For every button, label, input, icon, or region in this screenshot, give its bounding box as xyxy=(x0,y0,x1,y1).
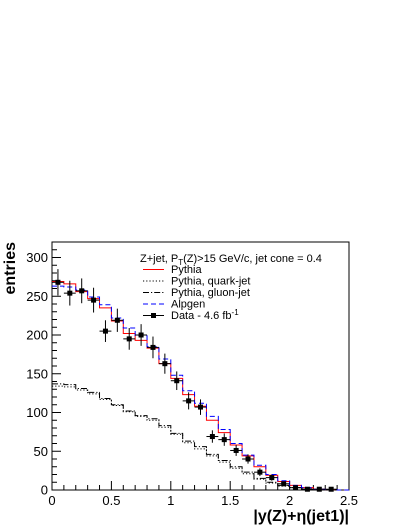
data-point xyxy=(194,399,207,415)
data-point xyxy=(147,336,159,359)
x-tick-label: 2 xyxy=(286,493,293,508)
y-tick-label: 300 xyxy=(26,250,48,265)
legend-label: Alpgen xyxy=(171,299,205,311)
data-point xyxy=(253,468,266,477)
legend-label: Pythia xyxy=(171,264,202,276)
x-axis-title: |y(Z)+η(jet1)| xyxy=(253,508,349,525)
data-point xyxy=(230,445,243,456)
data-point xyxy=(265,474,278,481)
y-axis-title: entries xyxy=(2,242,19,295)
legend-header: Z+jet, PT(Z)>15 GeV/c, jet cone = 0.4 xyxy=(140,253,322,267)
data-point xyxy=(111,308,124,332)
data-point xyxy=(182,392,195,410)
y-tick-labels: 0 50 100 150 200 250 300 xyxy=(26,250,48,498)
data-point xyxy=(123,328,136,350)
x-tick-label: 0.5 xyxy=(102,493,120,508)
data-points xyxy=(52,269,338,492)
legend-entry: Pythia, quark-jet xyxy=(143,276,250,288)
legend-entry: Alpgen xyxy=(143,299,205,311)
data-point xyxy=(135,324,148,346)
data-point xyxy=(242,454,254,464)
legend-entry: Pythia xyxy=(143,264,202,276)
y-tick-label: 0 xyxy=(41,483,48,498)
data-point xyxy=(170,371,183,391)
legend-entry: Pythia, gluon-jet xyxy=(143,287,250,299)
data-point xyxy=(158,353,171,374)
y-tick-label: 150 xyxy=(26,366,48,381)
data-point xyxy=(218,433,231,446)
data-point xyxy=(63,280,76,306)
legend: Z+jet, PT(Z)>15 GeV/c, jet cone = 0.4 Py… xyxy=(140,253,322,322)
data-point xyxy=(99,320,112,342)
legend-entry: Data - 4.6 fb-1 xyxy=(143,308,239,322)
x-tick-label: 0 xyxy=(48,493,55,508)
data-point xyxy=(87,287,100,313)
x-tick-labels: 0 0.5 1 1.5 2 2.5 xyxy=(48,493,358,508)
x-tick-label: 1.5 xyxy=(221,493,239,508)
data-point xyxy=(301,486,314,492)
legend-label: Pythia, gluon-jet xyxy=(171,287,250,299)
y-tick-label: 200 xyxy=(26,328,48,343)
data-point xyxy=(289,485,302,491)
data-point xyxy=(75,278,88,304)
data-point xyxy=(325,486,338,492)
y-tick-label: 100 xyxy=(26,405,48,420)
legend-label: Pythia, quark-jet xyxy=(171,276,250,288)
data-point xyxy=(313,486,326,492)
x-tick-label: 2.5 xyxy=(340,493,358,508)
y-tick-label: 250 xyxy=(26,289,48,304)
legend-label: Data - 4.6 fb-1 xyxy=(171,308,239,322)
data-point xyxy=(206,430,219,443)
y-tick-label: 50 xyxy=(34,444,48,459)
x-tick-label: 1 xyxy=(167,493,174,508)
data-point xyxy=(52,269,64,296)
data-point xyxy=(277,481,290,487)
